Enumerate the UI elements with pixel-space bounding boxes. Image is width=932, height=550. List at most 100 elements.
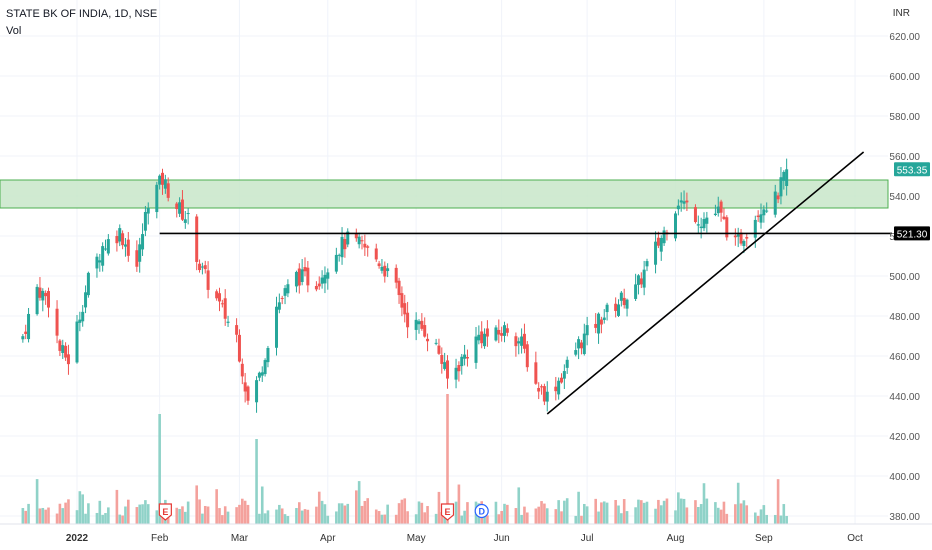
candle-body[interactable]	[776, 195, 780, 200]
candle-body[interactable]	[155, 184, 159, 213]
candle-body[interactable]	[497, 329, 501, 335]
candle-body[interactable]	[674, 213, 677, 239]
candle-body[interactable]	[243, 382, 247, 392]
candle-body[interactable]	[263, 360, 267, 375]
candle-body[interactable]	[679, 200, 683, 203]
candle-body[interactable]	[500, 333, 504, 336]
candle-body[interactable]	[337, 254, 341, 256]
candle-body[interactable]	[306, 267, 310, 286]
candle-body[interactable]	[503, 325, 506, 336]
candle-body[interactable]	[340, 236, 344, 258]
candle-body[interactable]	[397, 280, 401, 296]
candle-body[interactable]	[693, 207, 697, 223]
candle-body[interactable]	[180, 199, 184, 220]
candle-body[interactable]	[377, 263, 381, 267]
candle-body[interactable]	[597, 313, 601, 334]
candle-body[interactable]	[745, 237, 749, 239]
trend-line[interactable]	[546, 151, 865, 415]
candle-body[interactable]	[44, 292, 48, 297]
candle-body[interactable]	[574, 350, 578, 355]
candle-body[interactable]	[782, 171, 786, 181]
candle-body[interactable]	[280, 297, 284, 299]
candle-body[interactable]	[297, 268, 301, 286]
candle-body[interactable]	[483, 333, 487, 347]
candle-body[interactable]	[705, 217, 709, 224]
candle-body[interactable]	[38, 287, 42, 298]
candle-body[interactable]	[223, 298, 227, 319]
candle-body[interactable]	[617, 304, 620, 316]
candle-body[interactable]	[434, 342, 438, 344]
candle-body[interactable]	[739, 232, 743, 244]
candle-body[interactable]	[317, 283, 321, 287]
dividend-icon[interactable]	[474, 503, 489, 519]
candle-body[interactable]	[762, 209, 766, 216]
candle-body[interactable]	[736, 234, 740, 237]
earnings-icon[interactable]	[158, 503, 172, 521]
candle-body[interactable]	[123, 244, 127, 247]
candle-body[interactable]	[722, 216, 726, 219]
candle-body[interactable]	[414, 319, 418, 330]
candle-body[interactable]	[183, 219, 187, 223]
candle-body[interactable]	[24, 331, 28, 334]
candle-body[interactable]	[463, 354, 467, 359]
candle-body[interactable]	[283, 288, 287, 296]
candle-body[interactable]	[514, 336, 518, 347]
candle-body[interactable]	[619, 292, 623, 301]
candle-body[interactable]	[599, 319, 603, 325]
candle-body[interactable]	[742, 241, 746, 246]
candle-body[interactable]	[75, 321, 79, 363]
candle-body[interactable]	[733, 235, 737, 238]
candle-body[interactable]	[522, 333, 526, 349]
candle-body[interactable]	[86, 272, 90, 296]
candle-body[interactable]	[562, 371, 566, 379]
candle-body[interactable]	[636, 275, 640, 285]
candle-body[interactable]	[218, 293, 221, 302]
candle-body[interactable]	[565, 359, 569, 368]
candle-body[interactable]	[206, 270, 210, 290]
candle-body[interactable]	[118, 228, 122, 242]
candle-body[interactable]	[115, 236, 119, 244]
candle-body[interactable]	[639, 278, 643, 285]
candle-body[interactable]	[98, 260, 102, 263]
candle-body[interactable]	[383, 265, 387, 277]
candle-body[interactable]	[517, 341, 521, 344]
candle-body[interactable]	[406, 312, 410, 328]
candle-body[interactable]	[725, 217, 729, 238]
candle-body[interactable]	[759, 214, 763, 223]
candle-body[interactable]	[417, 321, 421, 325]
candle-body[interactable]	[235, 325, 239, 335]
candle-body[interactable]	[560, 377, 563, 383]
candle-body[interactable]	[138, 244, 142, 262]
candle-body[interactable]	[505, 328, 509, 333]
candle-body[interactable]	[713, 213, 717, 215]
candle-body[interactable]	[394, 267, 398, 283]
candle-body[interactable]	[220, 303, 224, 305]
candle-body[interactable]	[685, 200, 689, 203]
candle-body[interactable]	[237, 334, 241, 362]
candle-body[interactable]	[363, 243, 367, 248]
candle-body[interactable]	[323, 274, 327, 284]
candle-body[interactable]	[403, 303, 407, 315]
candle-body[interactable]	[785, 169, 789, 186]
candle-body[interactable]	[557, 380, 561, 395]
supply-zone-rect[interactable]	[0, 179, 889, 209]
candle-body[interactable]	[175, 203, 179, 210]
candle-body[interactable]	[480, 331, 484, 344]
candle-body[interactable]	[286, 284, 290, 294]
candle-body[interactable]	[303, 267, 307, 272]
candle-body[interactable]	[21, 336, 25, 340]
candle-body[interactable]	[474, 336, 478, 363]
earnings-icon[interactable]	[440, 503, 455, 521]
candle-body[interactable]	[35, 286, 39, 315]
candle-body[interactable]	[773, 191, 777, 215]
candle-body[interactable]	[437, 345, 441, 354]
candle-body[interactable]	[756, 215, 760, 218]
candle-body[interactable]	[545, 391, 549, 402]
candle-body[interactable]	[161, 172, 164, 185]
candle-body[interactable]	[357, 236, 361, 245]
candle-body[interactable]	[454, 367, 458, 380]
candle-body[interactable]	[642, 269, 646, 288]
candle-body[interactable]	[386, 268, 390, 272]
